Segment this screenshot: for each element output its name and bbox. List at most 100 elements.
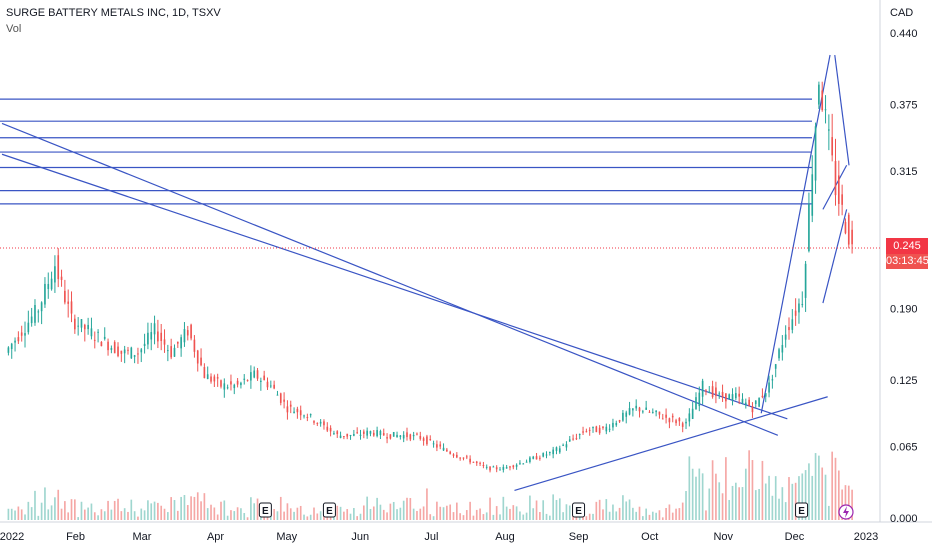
- y-tick-label: 0.190: [890, 304, 918, 316]
- candle-body: [558, 448, 561, 453]
- candle-body: [648, 411, 651, 413]
- candle-body: [751, 406, 754, 413]
- earnings-badge[interactable]: [572, 502, 586, 518]
- volume-bar: [429, 514, 432, 520]
- x-tick-label: 2022: [0, 531, 24, 543]
- candle-body: [485, 466, 488, 468]
- candle-body: [283, 399, 285, 402]
- candle-body: [535, 456, 538, 460]
- candle-body: [186, 330, 189, 336]
- volume-bar: [200, 501, 202, 520]
- x-tick-label: Apr: [207, 531, 224, 543]
- x-tick-label: Dec: [785, 531, 805, 543]
- candle-body: [382, 433, 385, 436]
- candle-body: [299, 410, 302, 416]
- candle-body: [406, 432, 408, 438]
- candle-body: [588, 429, 591, 431]
- volume-bar: [40, 502, 43, 520]
- candle-body: [143, 343, 146, 346]
- trendline: [822, 209, 848, 304]
- volume-bar: [399, 507, 402, 520]
- volume-bar: [77, 517, 79, 520]
- earnings-badge[interactable]: [322, 502, 336, 518]
- candle-body: [422, 438, 425, 441]
- x-tick-label: Oct: [641, 531, 658, 543]
- volume-bar: [223, 500, 226, 520]
- volume-bar: [482, 514, 485, 520]
- volume-bar: [509, 508, 511, 520]
- candle-body: [721, 391, 724, 398]
- candle-body: [585, 431, 588, 433]
- candle-body: [545, 454, 548, 456]
- volume-bar: [17, 506, 20, 520]
- candle-body: [343, 436, 345, 438]
- candle-body: [801, 304, 804, 306]
- earnings-badge[interactable]: [258, 502, 272, 518]
- candle-body: [658, 411, 661, 415]
- volume-bar: [439, 506, 442, 520]
- volume-bar: [485, 512, 488, 520]
- volume-bar: [243, 513, 246, 520]
- candle-body: [768, 382, 770, 393]
- volume-bar: [183, 494, 186, 520]
- volume-bar: [505, 506, 508, 520]
- volume-bar: [642, 516, 644, 520]
- candle-body: [794, 310, 797, 316]
- volume-bar: [100, 509, 103, 520]
- volume-bar: [764, 483, 767, 520]
- candle-body: [123, 349, 126, 354]
- candle-body: [615, 422, 618, 426]
- candle-body: [157, 331, 159, 342]
- volume-bar: [525, 512, 528, 520]
- candle-body: [525, 461, 528, 463]
- volume-bar: [226, 515, 229, 520]
- candle-body: [230, 381, 232, 385]
- candle-body: [260, 380, 262, 382]
- volume-bar: [532, 508, 535, 520]
- candle-body: [107, 341, 109, 351]
- candle-body: [240, 382, 242, 386]
- candle-body: [163, 339, 166, 345]
- volume-bar: [837, 470, 840, 520]
- volume-bar: [515, 506, 518, 520]
- candle-body: [622, 412, 624, 421]
- volume-bar: [382, 509, 385, 520]
- candle-body: [200, 357, 202, 366]
- candle-body: [206, 374, 209, 379]
- volume-bar: [213, 507, 216, 520]
- candle-body: [432, 443, 435, 445]
- volume-bar: [648, 514, 651, 520]
- candle-body: [519, 462, 521, 464]
- candle-body: [469, 458, 471, 463]
- volume-bar: [721, 493, 724, 520]
- earnings-badge-label: E: [262, 506, 269, 517]
- volume-bar: [389, 503, 392, 520]
- candle-body: [741, 398, 744, 403]
- volume-bar: [180, 496, 182, 520]
- volume-bar: [442, 507, 445, 520]
- x-tick-label: Nov: [713, 531, 733, 543]
- volume-bar: [83, 509, 86, 520]
- candle-body: [701, 380, 704, 397]
- x-tick-label: Jun: [351, 531, 369, 543]
- earnings-badge-label: E: [575, 506, 582, 517]
- volume-bar: [678, 508, 681, 520]
- candle-body: [346, 433, 349, 437]
- earnings-badge[interactable]: [795, 502, 809, 518]
- candle-body: [67, 301, 70, 304]
- volume-bar: [572, 515, 574, 520]
- volume-bar: [359, 513, 362, 520]
- volume-bar: [469, 501, 471, 520]
- x-tick-label: May: [276, 531, 297, 543]
- volume-bar: [495, 506, 498, 520]
- candle-body: [7, 347, 10, 353]
- candle-body: [24, 333, 26, 336]
- trendline: [760, 54, 831, 414]
- volume-bar: [64, 501, 66, 520]
- volume-bar: [336, 505, 339, 520]
- volume-bar: [27, 501, 30, 520]
- candle-body: [748, 399, 750, 406]
- volume-bar: [671, 512, 674, 520]
- volume-bar: [665, 507, 667, 520]
